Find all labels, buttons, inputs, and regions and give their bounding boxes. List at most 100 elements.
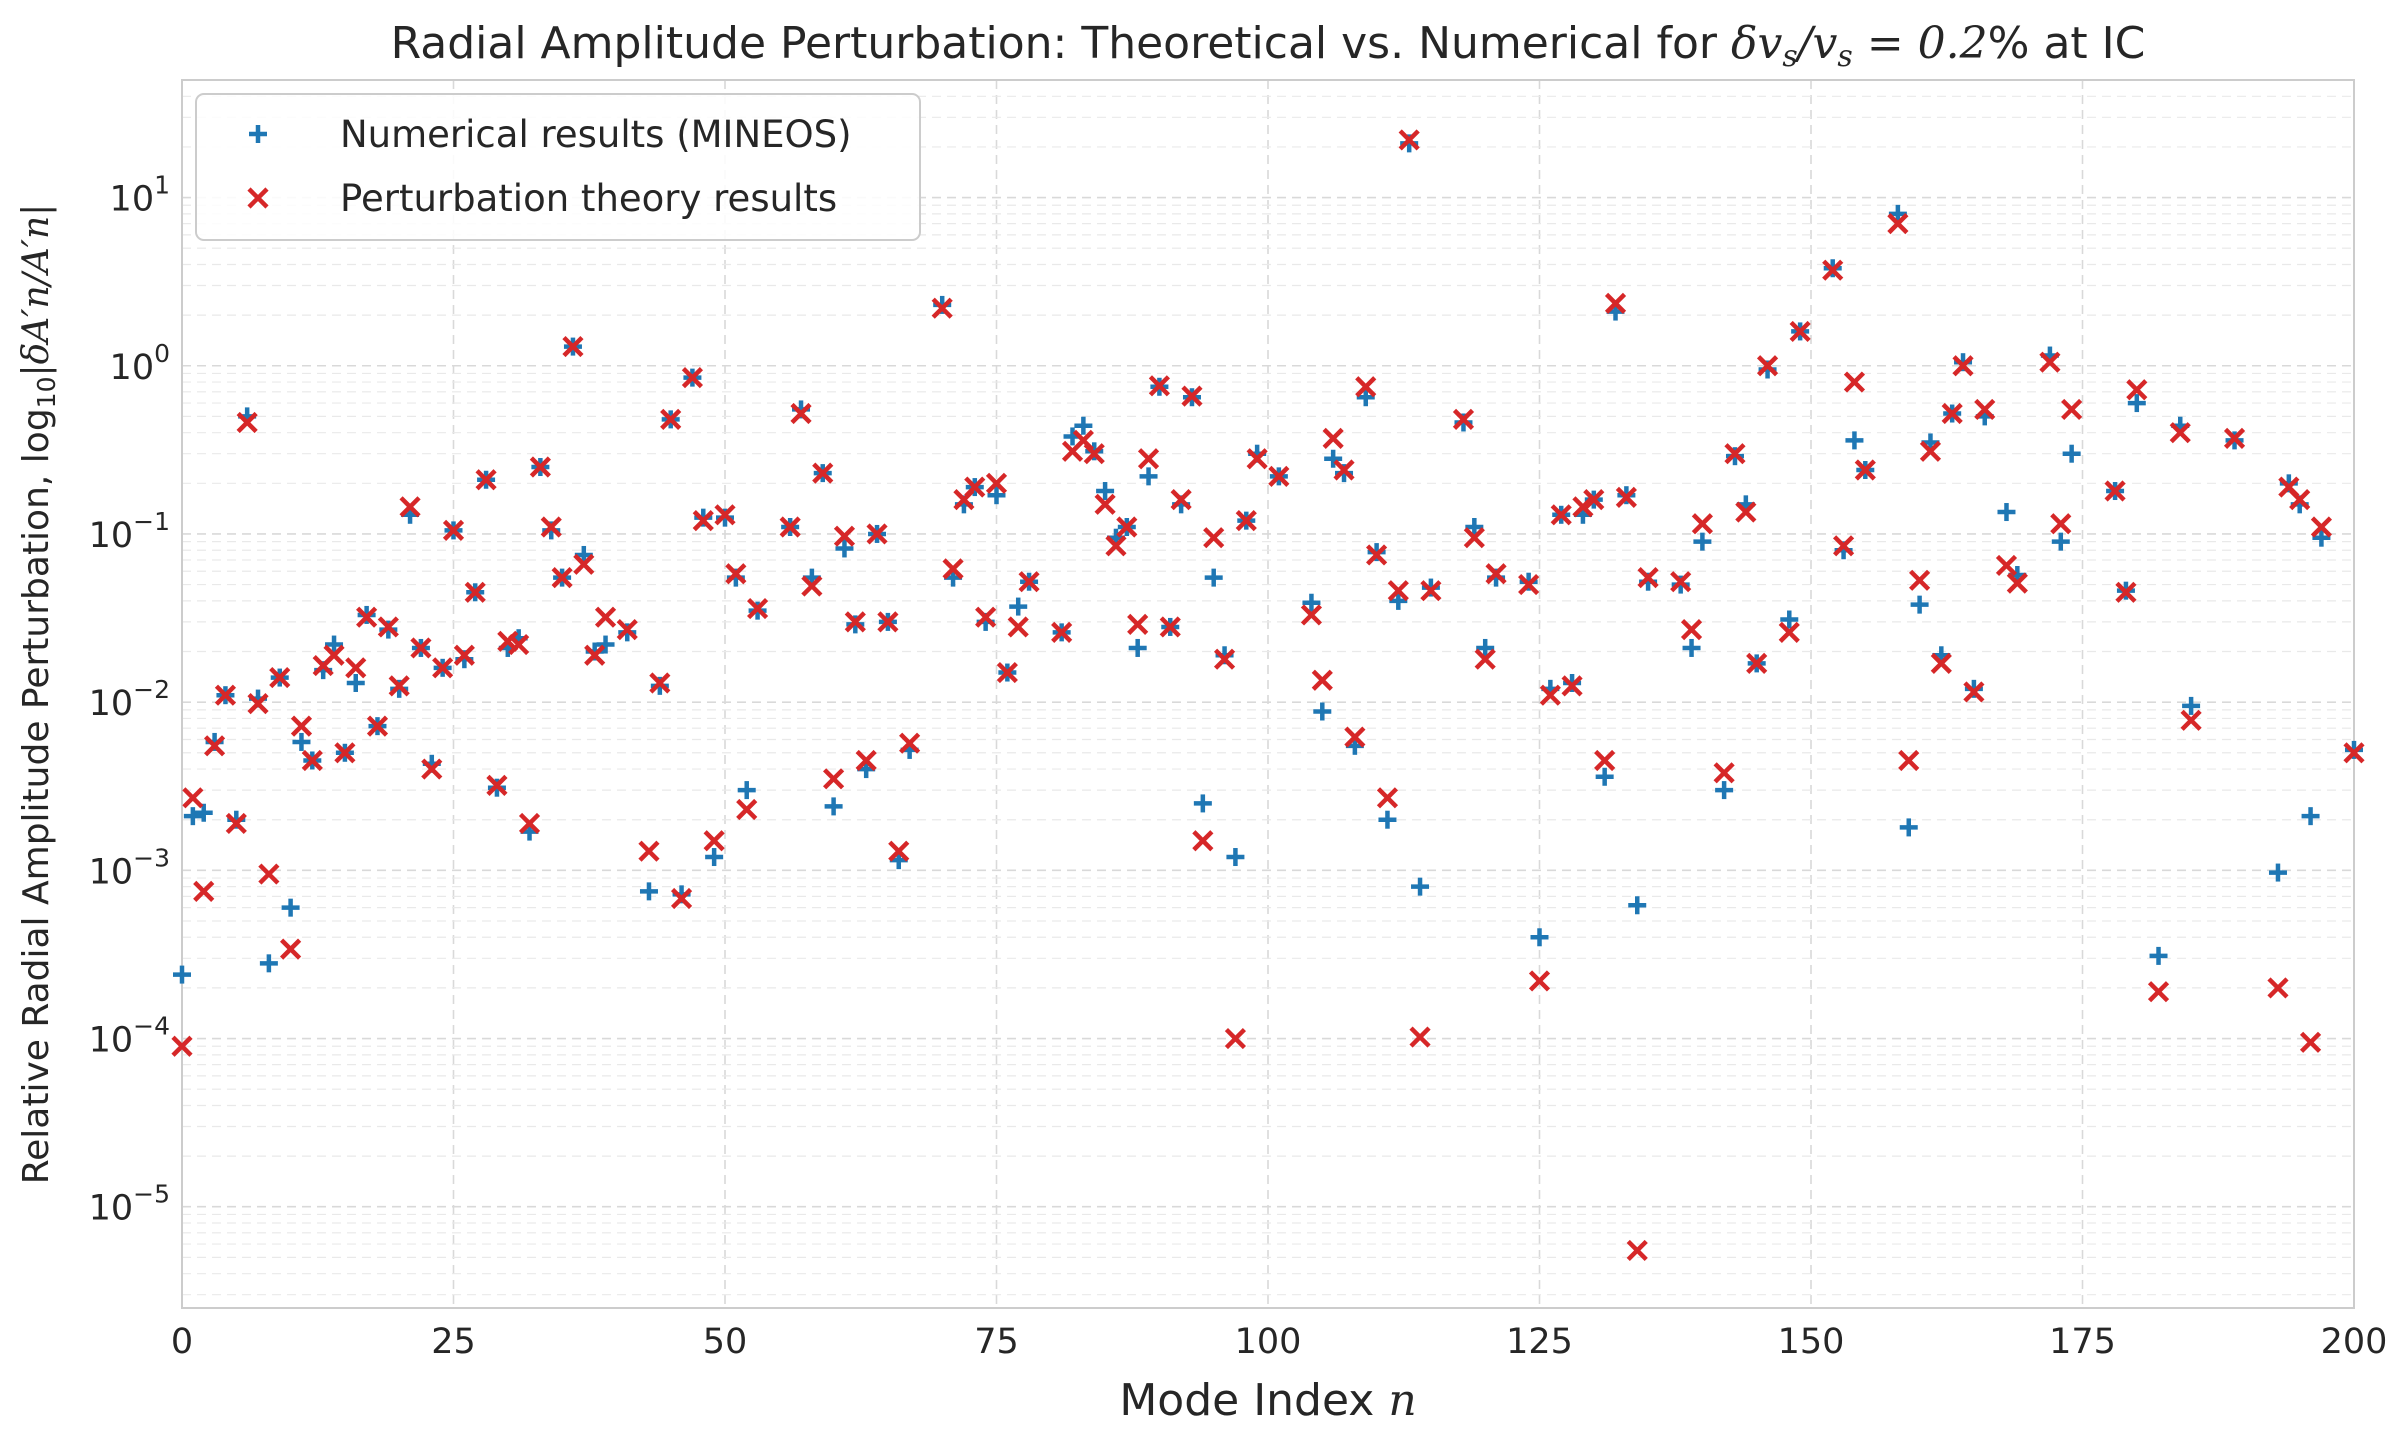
perturbation-point [931,297,953,319]
x-marker-stroke [1832,535,1855,557]
x-marker-stroke [290,715,313,737]
perturbation-point [573,553,595,575]
numerical-point [737,781,756,800]
perturbation-point [1735,501,1757,523]
perturbation-point [1127,613,1149,635]
x-tick-label: 125 [1506,1322,1573,1362]
x-marker-stroke [345,657,367,679]
perturbation-point [1724,443,1746,465]
perturbation-point [203,735,226,757]
x-marker-stroke [2267,977,2289,999]
perturbation-point [323,644,345,666]
x-marker-stroke [1192,830,1214,852]
perturbation-point [812,462,834,484]
x-marker-stroke [1213,648,1236,670]
x-marker-stroke [2050,513,2072,535]
perturbation-point [1387,580,1409,602]
perturbation-point [670,887,693,910]
numerical-point [183,807,202,826]
x-marker-stroke [529,456,551,478]
x-marker-stroke [2039,351,2061,373]
perturbation-point [2061,398,2083,421]
x-marker-stroke [801,575,823,597]
x-marker-stroke [1300,604,1323,626]
perturbation-point [1159,616,1181,638]
x-axis-label: Mode Index n [1119,1375,1416,1426]
x-marker-stroke [985,472,1008,494]
numerical-point [1997,503,2016,522]
x-marker-stroke [1344,726,1366,748]
perturbation-point [660,408,682,430]
x-marker-stroke [594,606,617,628]
x-marker-stroke [746,597,769,620]
x-marker-stroke [1083,443,1105,465]
x-marker-stroke [975,606,997,628]
perturbation-point [1333,459,1355,481]
perturbation-point [290,715,313,737]
numerical-point [1302,593,1321,612]
perturbation-point [1854,459,1876,481]
y-axis-label: Relative Radial Amplitude Perturbation, … [16,204,61,1185]
numerical-point [1910,595,1929,614]
x-marker-stroke [540,516,562,538]
x-marker-stroke [301,749,323,772]
x-marker-stroke [1127,613,1149,635]
x-marker-stroke [1366,544,1388,566]
perturbation-point [1843,371,1866,393]
perturbation-point [899,732,921,754]
x-marker-stroke [1528,970,1551,992]
numerical-point [1899,818,1918,837]
perturbation-point [1789,320,1811,343]
perturbation-point [171,1035,193,1057]
perturbation-point [1268,465,1290,487]
x-marker-stroke [1724,443,1746,465]
perturbation-point [1463,527,1485,549]
perturbation-point [1898,749,1920,772]
perturbation-point [388,675,410,697]
perturbation-point [2126,379,2148,401]
x-marker-stroke [1235,510,1257,532]
perturbation-point [594,606,617,628]
x-marker-stroke [1680,619,1703,641]
x-marker-stroke [2310,516,2333,538]
numerical-point [2301,807,2320,826]
perturbation-point [616,619,638,641]
x-marker-stroke [1887,213,1909,235]
x-marker-stroke [1963,681,1985,703]
perturbation-point [779,516,801,538]
numerical-point [259,954,278,973]
numerical-point [1313,702,1332,721]
perturbation-point [2006,572,2028,594]
x-tick-label: 100 [1235,1322,1302,1362]
perturbation-point [377,616,399,638]
x-marker-stroke [942,558,964,580]
x-marker-stroke [1322,427,1344,449]
x-marker-stroke [1995,554,2018,577]
x-marker-stroke [518,812,541,835]
perturbation-point [1148,375,1170,397]
perturbation-point [562,336,584,358]
perturbation-point [2104,480,2126,502]
numerical-point [2182,696,2201,715]
numerical-point [596,635,615,654]
perturbation-point [2223,427,2246,449]
perturbation-point [1235,510,1257,532]
perturbation-point [584,644,606,666]
x-marker-stroke [214,684,237,706]
x-marker-stroke [714,504,736,526]
perturbation-point [301,749,323,772]
perturbation-point [1322,427,1344,449]
x-marker-stroke [1746,652,1768,674]
x-marker-stroke [1626,1239,1648,1261]
perturbation-point [182,787,204,809]
x-marker-stroke [638,840,660,862]
numerical-point [1139,467,1158,486]
x-marker-stroke [931,297,953,319]
grid [181,79,2355,1308]
x-marker-stroke [2278,476,2300,498]
x-marker-stroke [812,462,834,484]
x-marker-stroke [1485,563,1507,585]
perturbation-point [1626,1239,1648,1261]
perturbation-point [453,644,475,666]
x-marker-stroke [269,666,291,689]
